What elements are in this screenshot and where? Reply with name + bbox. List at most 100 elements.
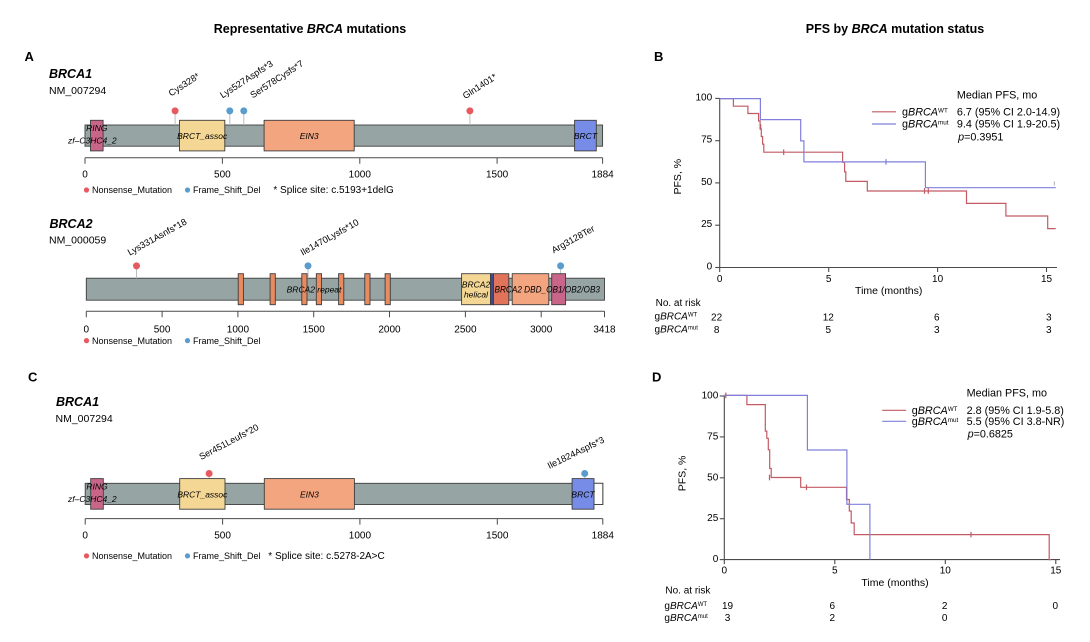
svg-text:BRCA1: BRCA1 <box>49 67 92 81</box>
svg-text:Median PFS, mo: Median PFS, mo <box>957 90 1037 102</box>
svg-text:15: 15 <box>1041 274 1053 285</box>
svg-text:B: B <box>654 49 663 64</box>
svg-text:RING: RING <box>86 481 108 491</box>
svg-text:BRCA2 repeat: BRCA2 repeat <box>287 285 342 295</box>
svg-text:Nonsense_Mutation: Nonsense_Mutation <box>92 336 172 346</box>
svg-text:5: 5 <box>826 274 832 285</box>
svg-text:0: 0 <box>722 566 728 577</box>
svg-text:Frame_Shift_Del: Frame_Shift_Del <box>193 336 261 346</box>
svg-text:helical: helical <box>464 290 489 300</box>
svg-text:RING: RING <box>86 123 108 133</box>
svg-text:500: 500 <box>214 530 231 541</box>
svg-text:gBRCAWT: gBRCAWT <box>655 312 698 323</box>
svg-text:BRCA2 DBD_OB1/OB2/OB3: BRCA2 DBD_OB1/OB2/OB3 <box>495 285 601 295</box>
svg-text:* Splice site: c.5278-2A>C: * Splice site: c.5278-2A>C <box>268 551 384 562</box>
svg-text:6: 6 <box>830 601 836 612</box>
svg-text:No. at risk: No. at risk <box>656 298 702 309</box>
svg-text:Frame_Shift_Del: Frame_Shift_Del <box>193 551 261 561</box>
svg-text:25: 25 <box>701 219 713 230</box>
svg-text:Nonsense_Mutation: Nonsense_Mutation <box>92 185 172 195</box>
svg-text:3: 3 <box>1046 325 1052 336</box>
svg-text:0: 0 <box>942 613 948 624</box>
svg-text:p=0.6825: p=0.6825 <box>967 429 1013 441</box>
svg-text:1884: 1884 <box>591 170 614 181</box>
svg-text:0: 0 <box>84 324 90 335</box>
svg-text:50: 50 <box>707 472 719 483</box>
svg-text:3: 3 <box>1046 312 1052 323</box>
svg-text:1500: 1500 <box>303 324 326 335</box>
svg-text:No. at risk: No. at risk <box>665 586 711 597</box>
svg-text:BRCT: BRCT <box>571 489 595 499</box>
svg-text:gBRCAmut: gBRCAmut <box>902 119 949 131</box>
svg-text:2000: 2000 <box>378 324 401 335</box>
svg-text:Time (months): Time (months) <box>861 577 928 589</box>
svg-text:Representative BRCA mutations: Representative BRCA mutations <box>214 22 406 36</box>
svg-text:6: 6 <box>934 312 940 323</box>
svg-text:12: 12 <box>823 312 835 323</box>
svg-text:8: 8 <box>714 325 720 336</box>
svg-text:0: 0 <box>82 170 88 181</box>
svg-text:22: 22 <box>711 312 723 323</box>
svg-text:5: 5 <box>832 566 838 577</box>
svg-text:NM_000059: NM_000059 <box>49 235 106 247</box>
svg-text:100: 100 <box>702 391 719 402</box>
svg-text:p=0.3951: p=0.3951 <box>957 131 1003 143</box>
svg-text:Frame_Shift_Del: Frame_Shift_Del <box>193 185 261 195</box>
svg-text:2.8 (95% CI 1.9-5.8): 2.8 (95% CI 1.9-5.8) <box>967 405 1064 417</box>
svg-text:50: 50 <box>701 177 713 188</box>
svg-text:100: 100 <box>696 92 713 103</box>
svg-text:0: 0 <box>713 554 719 565</box>
svg-text:2: 2 <box>942 601 948 612</box>
svg-text:75: 75 <box>707 431 719 442</box>
svg-text:3418: 3418 <box>593 324 616 335</box>
svg-text:Nonsense_Mutation: Nonsense_Mutation <box>92 551 172 561</box>
svg-text:PFS, %: PFS, % <box>677 456 689 492</box>
svg-text:2500: 2500 <box>454 324 477 335</box>
svg-text:10: 10 <box>940 566 952 577</box>
svg-text:3000: 3000 <box>530 324 553 335</box>
svg-text:1500: 1500 <box>486 170 509 181</box>
svg-text:BRCA1: BRCA1 <box>56 395 99 409</box>
svg-text:PFS by BRCA mutation status: PFS by BRCA mutation status <box>806 22 985 36</box>
svg-text:BRCT_assoc: BRCT_assoc <box>177 489 228 499</box>
svg-text:500: 500 <box>214 170 231 181</box>
svg-text:gBRCAWT: gBRCAWT <box>664 601 707 612</box>
svg-text:C: C <box>28 370 38 385</box>
svg-text:NM_007294: NM_007294 <box>56 413 113 425</box>
svg-text:1000: 1000 <box>227 324 250 335</box>
svg-text:BRCA2: BRCA2 <box>462 280 491 290</box>
svg-text:* Splice site: c.5193+1delG: * Splice site: c.5193+1delG <box>273 185 394 196</box>
svg-text:5.5 (95% CI 3.8-NR): 5.5 (95% CI 3.8-NR) <box>967 416 1065 428</box>
svg-text:6.7 (95% CI 2.0-14.9): 6.7 (95% CI 2.0-14.9) <box>957 107 1060 119</box>
svg-text:A: A <box>25 49 35 64</box>
svg-text:10: 10 <box>932 274 944 285</box>
svg-text:NM_007294: NM_007294 <box>49 85 106 97</box>
svg-text:PFS, %: PFS, % <box>672 159 684 195</box>
svg-text:BRCT_assoc: BRCT_assoc <box>177 131 228 141</box>
svg-text:75: 75 <box>701 135 713 146</box>
svg-text:2: 2 <box>830 613 836 624</box>
svg-text:gBRCAmut: gBRCAmut <box>912 416 959 428</box>
svg-text:9.4 (95% CI 1.9-20.5): 9.4 (95% CI 1.9-20.5) <box>957 119 1060 131</box>
svg-text:BRCT: BRCT <box>574 131 598 141</box>
svg-text:3: 3 <box>725 613 731 624</box>
svg-text:25: 25 <box>707 513 719 524</box>
svg-text:BRCA2: BRCA2 <box>50 217 93 231</box>
svg-text:1000: 1000 <box>349 170 372 181</box>
svg-text:EIN3: EIN3 <box>300 489 319 499</box>
svg-text:1500: 1500 <box>486 530 509 541</box>
svg-text:EIN3: EIN3 <box>300 131 319 141</box>
svg-text:500: 500 <box>154 324 171 335</box>
svg-text:gBRCAWT: gBRCAWT <box>902 107 948 119</box>
svg-text:0: 0 <box>707 262 713 273</box>
svg-text:gBRCAWT: gBRCAWT <box>912 405 958 417</box>
svg-text:3: 3 <box>934 325 940 336</box>
svg-text:1000: 1000 <box>349 530 372 541</box>
svg-text:19: 19 <box>722 601 734 612</box>
svg-text:0: 0 <box>1053 601 1059 612</box>
svg-text:Time (months): Time (months) <box>855 285 922 297</box>
svg-text:gBRCAmut: gBRCAmut <box>655 325 699 336</box>
svg-text:1884: 1884 <box>592 530 615 541</box>
svg-text:zf–C3HC4_2: zf–C3HC4_2 <box>67 136 117 146</box>
svg-text:15: 15 <box>1050 566 1062 577</box>
